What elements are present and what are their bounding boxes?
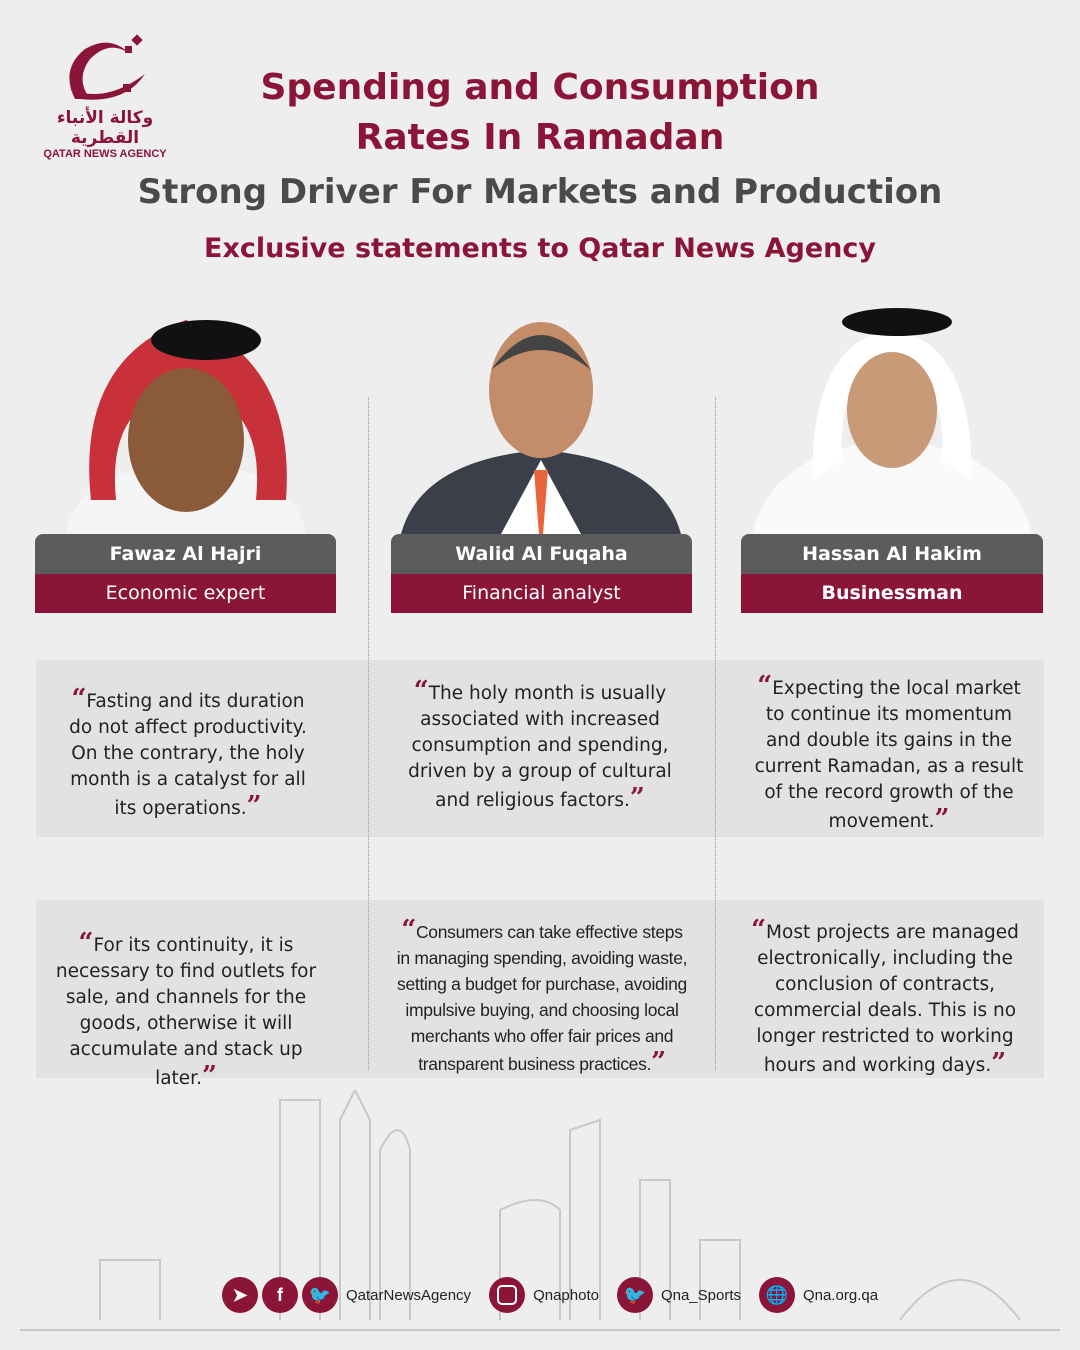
twitter-icon[interactable]: 🐦 [302, 1277, 338, 1313]
instagram-link[interactable]: Qnaphoto [533, 1286, 599, 1304]
person-card-1: Fawaz Al Hajri Economic expert [35, 534, 336, 613]
twitter-icon[interactable]: 🐦 [616, 1277, 653, 1313]
quote-row-2 [36, 900, 1044, 1078]
qna-logo: وكالة الأنباء القطرية QATAR NEWS AGENCY [30, 34, 180, 160]
person-role: Financial analyst [391, 574, 692, 613]
facebook-icon[interactable]: f [262, 1277, 298, 1313]
person-card-3: Hassan Al Hakim Businessman [741, 534, 1043, 613]
photo-walid-al-fuqaha [401, 322, 681, 534]
website-link[interactable]: Qna.org.qa [803, 1286, 879, 1304]
globe-icon[interactable]: 🌐 [759, 1277, 795, 1313]
quote-fawaz-1: “Fasting and its duration do not affect … [69, 684, 307, 821]
person-card-2: Walid Al Fuqaha Financial analyst [391, 534, 692, 613]
photo-fawaz-al-hajri [66, 320, 306, 534]
column-divider [368, 397, 369, 1070]
title-line-2: Rates In Ramadan [355, 117, 725, 158]
person-role: Economic expert [35, 574, 336, 613]
social-handle-link[interactable]: QatarNewsAgency [346, 1286, 472, 1304]
person-name: Fawaz Al Hajri [35, 534, 336, 574]
quote-walid-2: “Consumers can take effective steps in m… [396, 915, 688, 1077]
person-name: Hassan Al Hakim [741, 534, 1043, 574]
quote-fawaz-2: “For its continuity, it is necessary to … [55, 928, 317, 1091]
person-name: Walid Al Fuqaha [391, 534, 692, 574]
doha-skyline-sketch [20, 1090, 1060, 1331]
telegram-icon[interactable]: ➤ [222, 1277, 258, 1313]
quote-walid-1: “The holy month is usually associated wi… [408, 676, 672, 813]
logo-english-text: QATAR NEWS AGENCY [43, 148, 167, 160]
title-line-1: Spending and Consumption [260, 67, 820, 108]
person-role: Businessman [741, 574, 1043, 613]
twitter-sports-link[interactable]: Qna_Sports [660, 1286, 741, 1304]
social-footer: ➤ f 🐦 QatarNewsAgency Qnaphoto 🐦 Qna_Spo… [222, 1277, 892, 1313]
instagram-icon[interactable] [489, 1277, 526, 1313]
subtitle: Strong Driver For Markets and Production [137, 172, 943, 212]
quote-row-1 [36, 660, 1044, 837]
photo-hassan-al-hakim [752, 308, 1032, 534]
qna-emblem-icon [69, 34, 145, 100]
logo-arabic-text: وكالة الأنباء القطرية [56, 108, 154, 148]
quote-hassan-1: “Expecting the local market to continue … [754, 671, 1024, 834]
quote-hassan-2: “Most projects are managed electronicall… [751, 915, 1019, 1078]
tagline: Exclusive statements to Qatar News Agenc… [204, 233, 876, 264]
column-divider [715, 397, 716, 1070]
